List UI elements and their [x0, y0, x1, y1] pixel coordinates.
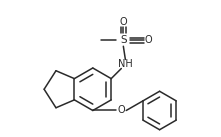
Text: O: O	[120, 17, 127, 27]
Text: S: S	[120, 35, 127, 45]
Text: O: O	[117, 105, 125, 115]
Text: O: O	[145, 35, 152, 45]
Text: NH: NH	[118, 59, 133, 69]
